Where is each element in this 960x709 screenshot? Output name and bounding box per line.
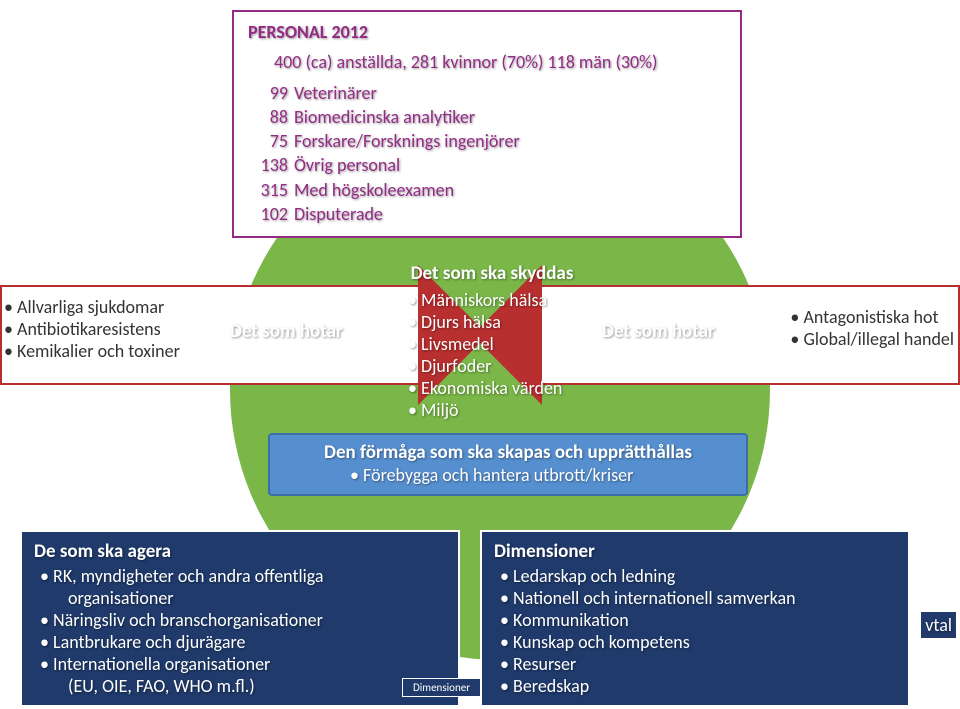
threat-item: Antibiotikaresistens [4, 318, 180, 340]
ability-box: Den förmåga som ska skapas och upprätthå… [268, 433, 748, 496]
row-label: Med högskoleexamen [294, 178, 454, 202]
actors-item: RK, myndigheter och andra offentligaorga… [40, 565, 446, 609]
actors-item: Internationella organisationer(EU, OIE, … [40, 653, 446, 697]
row-num: 88 [248, 105, 294, 129]
actors-title: De som ska agera [34, 540, 446, 563]
row-num: 102 [248, 202, 294, 226]
dim-item: Beredskap [500, 675, 896, 697]
dim-item: Resurser [500, 653, 896, 675]
dimensions-title: Dimensioner [494, 540, 896, 563]
center-item: Djurfoder [408, 355, 612, 377]
row-label: Veterinärer [294, 81, 377, 105]
center-item: Miljö [408, 399, 612, 421]
dimensions-box: Dimensioner Ledarskap och ledning Nation… [480, 530, 910, 707]
dim-item: Nationell och internationell samverkan [500, 587, 896, 609]
row-label: Biomedicinska analytiker [294, 105, 475, 129]
dim-item: Kunskap och kompetens [500, 631, 896, 653]
threat-item: Antagonistiska hot [790, 306, 954, 328]
threat-item: Kemikalier och toxiner [4, 340, 180, 362]
actors-item: Lantbrukare och djurägare [40, 631, 446, 653]
center-item: Djurs hälsa [408, 311, 612, 333]
personal-rows: 99Veterinärer 88Biomedicinska analytiker… [248, 81, 726, 227]
row-num: 315 [248, 178, 294, 202]
right-threats: Antagonistiska hot Global/illegal handel [790, 306, 954, 350]
row-num: 75 [248, 129, 294, 153]
row-num: 138 [248, 153, 294, 177]
row-label: Forskare/Forsknings ingenjörer [294, 129, 520, 153]
center-item: Människors hälsa [408, 289, 612, 311]
row-num: 99 [248, 81, 294, 105]
personal-box: PERSONAL 2012 400 (ca) anställda, 281 kv… [232, 10, 742, 238]
center-box: Det som ska skyddas Människors hälsa Dju… [372, 262, 612, 421]
row-label: Övrig personal [294, 153, 400, 177]
row-label: Disputerade [294, 202, 383, 226]
center-title: Det som ska skyddas [372, 262, 612, 285]
threat-label-left: Det som hotar [230, 320, 343, 343]
actors-item: Näringsliv och branschorganisationer [40, 609, 446, 631]
actors-box: De som ska agera RK, myndigheter och and… [20, 530, 460, 707]
left-threats: Allvarliga sjukdomar Antibiotikaresisten… [4, 296, 180, 362]
personal-summary: 400 (ca) anställda, 281 kvinnor (70%) 11… [274, 50, 726, 74]
center-item: Ekonomiska värden [408, 377, 612, 399]
ability-item: Förebygga och hantera utbrott/kriser [350, 464, 736, 486]
dimension-tag: Dimensioner [402, 678, 481, 697]
threat-item: Global/illegal handel [790, 328, 954, 350]
ability-title: Den förmåga som ska skapas och upprätthå… [280, 441, 736, 464]
threat-label-right: Det som hotar [602, 320, 715, 343]
dim-item: Kommunikation [500, 609, 896, 631]
personal-title: PERSONAL 2012 [248, 20, 726, 44]
dim-item: Ledarskap och ledning [500, 565, 896, 587]
threat-item: Allvarliga sjukdomar [4, 296, 180, 318]
vtal-fragment: vtal [921, 612, 956, 638]
center-item: Livsmedel [408, 333, 612, 355]
